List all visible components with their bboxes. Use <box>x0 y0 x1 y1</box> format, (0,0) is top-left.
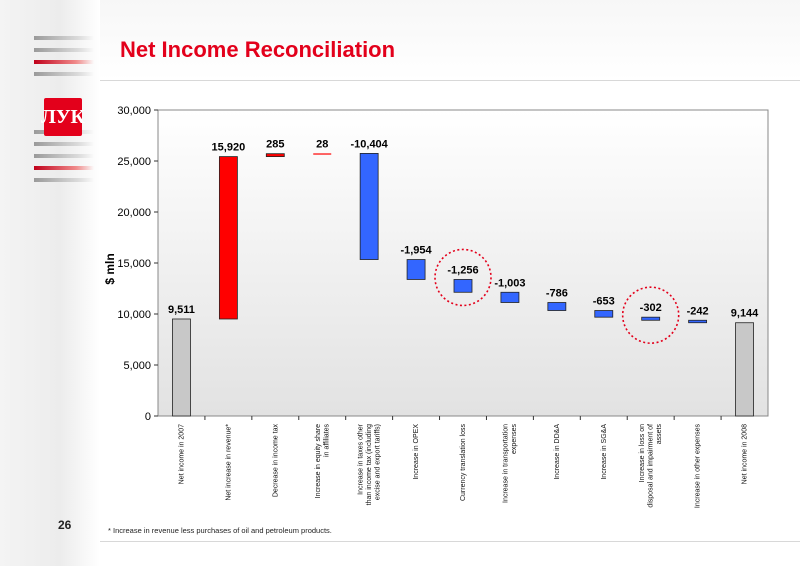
decor-stripe-red <box>34 60 94 64</box>
x-category-label: Net increase in revenue* <box>225 424 232 501</box>
x-category-label-line: Increase in SG&A <box>601 424 608 480</box>
x-category-label: Increase in taxes other than income tax (… <box>358 423 382 505</box>
x-category-label-line: Increase in equity share <box>315 424 322 498</box>
bar <box>265 153 285 158</box>
data-label: -1,954 <box>400 245 432 257</box>
y-tick-label: 25,000 <box>117 156 151 168</box>
x-category-label-line: Increase in OPEX <box>413 424 420 480</box>
data-label: 15,920 <box>212 142 246 154</box>
decor-stripe <box>34 178 94 182</box>
x-category-label-line: assets <box>656 424 663 445</box>
footnote: * Increase in revenue less purchases of … <box>108 526 332 535</box>
x-category-label-line: disposal and impairment of <box>648 424 655 508</box>
x-category-label-line: Net income in 2008 <box>742 424 749 484</box>
decor-stripe <box>34 142 94 146</box>
x-category-label: Increase in transportation expenses <box>503 424 519 503</box>
highlight-circle <box>621 286 680 344</box>
data-label: -1,256 <box>447 264 478 276</box>
decor-stripe-red <box>34 166 94 170</box>
y-tick-label: 20,000 <box>117 207 151 219</box>
bar <box>547 302 567 311</box>
x-category-label-line: Increase in other expenses <box>695 424 702 509</box>
data-label: -786 <box>546 288 568 300</box>
plot-area <box>157 109 769 417</box>
bar <box>500 291 520 303</box>
sidebar-decoration <box>0 0 100 566</box>
x-category-label-line: than income tax (including <box>366 424 373 505</box>
data-label: 28 <box>316 138 328 150</box>
data-label: 285 <box>266 139 284 151</box>
x-category-label-line: excise and export tariffs) <box>375 424 382 500</box>
x-category-label: Increase in OPEX <box>413 424 420 480</box>
page-title: Net Income Reconciliation <box>120 37 396 62</box>
x-category-label: Net income in 2008 <box>742 424 749 484</box>
data-label: 9,511 <box>168 304 195 316</box>
x-category-label: Increase in DD&A <box>554 424 561 480</box>
data-label: -10,404 <box>350 138 388 150</box>
x-category-label: Increase in other expenses <box>695 424 702 509</box>
decor-stripe <box>34 48 94 52</box>
y-tick-label: 15,000 <box>117 258 151 270</box>
x-category-label-line: Increase in transportation <box>503 424 510 503</box>
bar <box>406 259 426 280</box>
bar <box>735 322 754 417</box>
x-category-label-line: Increase in DD&A <box>554 424 561 480</box>
data-label: -1,003 <box>494 277 525 289</box>
y-tick-label: 30,000 <box>117 105 151 117</box>
decor-stripe <box>34 154 94 158</box>
x-category-label: Decrease in income tax <box>272 424 279 498</box>
data-label: 9,144 <box>731 308 759 320</box>
bar <box>688 319 708 324</box>
bar <box>313 153 332 155</box>
logo-text: ЛУК <box>40 105 86 128</box>
x-category-label: Increase in loss on disposal and impairme… <box>639 424 663 508</box>
x-category-label: Net income in 2007 <box>178 424 185 484</box>
data-label: -653 <box>593 296 615 308</box>
company-logo: ЛУК <box>40 98 86 136</box>
x-category-label: Increase in SG&A <box>601 424 608 480</box>
decor-stripe <box>34 36 94 40</box>
x-category-label-line: Decrease in income tax <box>272 424 279 498</box>
x-category-label: Currency translation loss <box>460 424 467 502</box>
bar <box>453 279 473 293</box>
x-category-label-line: Increase in loss on <box>639 424 646 482</box>
x-category-label-line: Currency translation loss <box>460 424 467 502</box>
data-label: -302 <box>640 302 662 314</box>
y-axis-label: $ mln <box>103 253 117 284</box>
header-band <box>100 0 800 81</box>
x-category-label: Increase in equity share in affiliates <box>315 424 331 499</box>
x-category-label-line: Increase in taxes other <box>358 423 365 494</box>
decor-stripe <box>34 72 94 76</box>
y-tick-label: 5,000 <box>123 360 151 372</box>
x-category-label-line: expenses <box>511 424 518 454</box>
bar <box>218 156 238 320</box>
x-category-label-line: in affiliates <box>323 424 330 457</box>
data-label: -242 <box>687 305 709 317</box>
bar <box>172 318 191 417</box>
y-tick-label: 0 <box>145 411 151 423</box>
x-category-label-line: Net income in 2007 <box>178 424 185 484</box>
bar <box>359 153 379 260</box>
footer-divider <box>100 541 800 542</box>
bar <box>594 310 614 318</box>
x-category-label-line: Net increase in revenue* <box>225 424 232 501</box>
highlight-circle <box>434 248 492 307</box>
y-tick-label: 10,000 <box>117 309 151 321</box>
page-number: 26 <box>58 518 72 532</box>
bar <box>641 316 661 321</box>
